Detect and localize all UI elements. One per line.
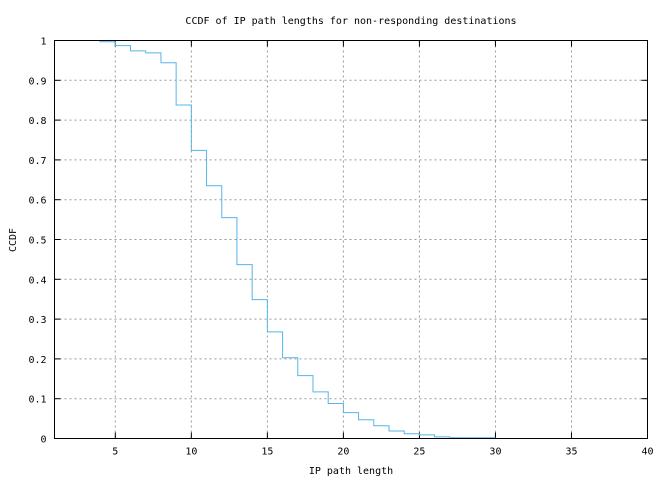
x-tick-label: 40 [641,447,653,458]
y-tick-label: 0.7 [28,156,46,167]
x-tick-label: 30 [489,447,501,458]
y-tick-label: 0.9 [28,76,46,87]
x-tick-label: 35 [565,447,577,458]
ticks: 5 10 15 20 25 30 35 40 0 0.1 0.2 0.3 0.4 0.5 0.6 0.7 0.8… [28,37,653,458]
x-axis-label: IP path length [309,466,393,477]
plot-frame [54,40,648,439]
y-tick-label: 1 [40,37,46,48]
y-tick-label: 0.5 [28,236,46,247]
y-tick-label: 0.6 [28,196,46,207]
y-tick-label: 0.1 [28,395,46,406]
chart-title: CCDF of IP path lengths for non-respondi… [185,16,516,27]
x-tick-label: 15 [261,447,273,458]
x-tick-label: 20 [337,447,349,458]
y-tick-label: 0.4 [28,275,46,286]
y-tick-label: 0.2 [28,355,46,366]
y-axis-label: CCDF [8,228,19,252]
grid [54,40,648,439]
x-tick-label: 5 [112,447,118,458]
x-tick-label: 25 [413,447,425,458]
x-tick-label: 10 [185,447,197,458]
y-tick-label: 0.3 [28,315,46,326]
ccdf-step-line [69,40,496,439]
y-tick-label: 0 [40,435,46,446]
y-tick-label: 0.8 [28,116,46,127]
